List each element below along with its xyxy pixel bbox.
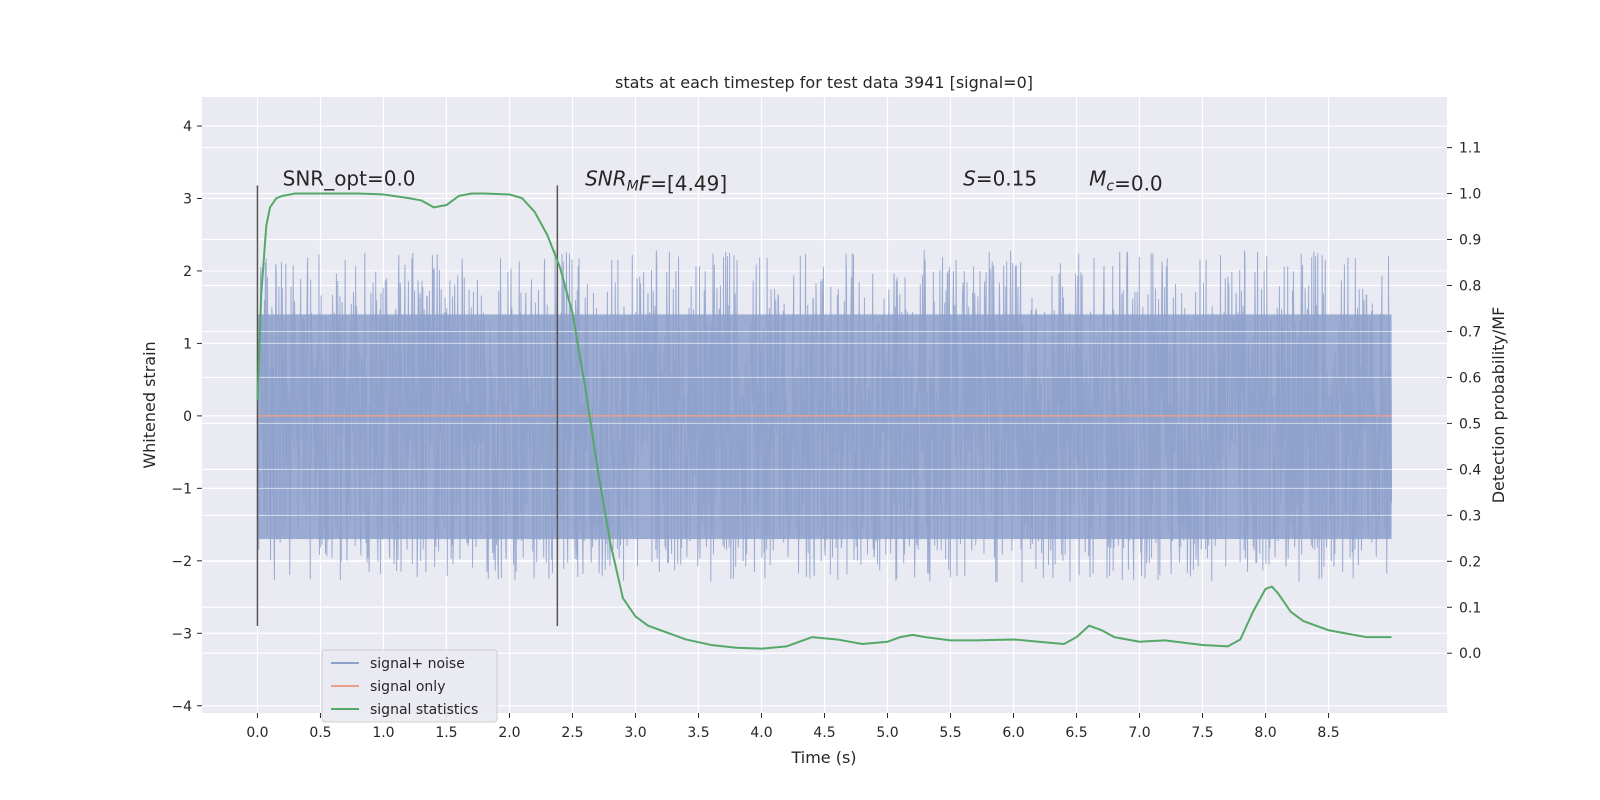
y-tick-label: −3 <box>171 626 192 642</box>
x-tick-label: 8.5 <box>1317 725 1339 741</box>
x-tick-label: 6.5 <box>1065 725 1087 741</box>
chart-title: stats at each timestep for test data 394… <box>615 73 1033 92</box>
y2-tick-label: 0.6 <box>1459 370 1481 386</box>
x-tick-label: 1.0 <box>372 725 394 741</box>
y2-axis-label: Detection probability/MF <box>1489 307 1508 504</box>
annotation-s-value: S=0.15 <box>963 166 1037 190</box>
legend-label-signal-statistics: signal statistics <box>370 702 478 718</box>
legend-label-signal-noise: signal+ noise <box>370 656 465 672</box>
x-tick-label: 2.5 <box>561 725 583 741</box>
x-tick-label: 1.5 <box>435 725 457 741</box>
y2-tick-label: 1.1 <box>1459 141 1481 157</box>
annotations: SNR_opt=0.0 SNRMF=[4.49] S=0.15 Mc=0.0 <box>283 166 1163 195</box>
y-tick-label: −2 <box>171 554 192 570</box>
y-tick-label: 2 <box>183 264 192 280</box>
y2-tick-label: 0.2 <box>1459 554 1481 570</box>
y2-tick-label: 0.7 <box>1459 324 1481 340</box>
x-tick-label: 5.5 <box>939 725 961 741</box>
y-axis-label: Whitened strain <box>140 341 159 468</box>
annotation-mc-value: Mc=0.0 <box>1089 166 1163 195</box>
x-tick-label: 2.0 <box>498 725 520 741</box>
annotation-snr-mf: SNRMF=[4.49] <box>585 166 727 195</box>
x-tick-label: 5.0 <box>876 725 898 741</box>
x-tick-label: 8.0 <box>1254 725 1276 741</box>
x-tick-label: 0.0 <box>246 725 268 741</box>
y2-tick-label: 0.0 <box>1459 646 1481 662</box>
signal-noise-series <box>256 249 1393 583</box>
y-tick-label: 0 <box>183 409 192 425</box>
x-tick-label: 6.0 <box>1002 725 1024 741</box>
x-tick-label: 4.5 <box>813 725 835 741</box>
x-tick-label: 7.5 <box>1191 725 1213 741</box>
y2-tick-label: 0.1 <box>1459 600 1481 616</box>
legend-box <box>321 649 498 723</box>
y-tick-label: −4 <box>171 699 192 715</box>
legend: signal+ noise signal only signal statist… <box>321 649 498 723</box>
y-tick-label: 4 <box>183 119 192 135</box>
y-tick-label: 3 <box>183 191 192 207</box>
x-tick-label: 3.0 <box>624 725 646 741</box>
signal-statistics-line <box>256 192 1392 650</box>
y2-tick-label: 1.0 <box>1459 187 1481 203</box>
y2-tick-label: 0.5 <box>1459 416 1481 432</box>
annotation-snr-opt: SNR_opt=0.0 <box>283 166 416 190</box>
y2-tick-label: 0.4 <box>1459 462 1481 478</box>
signal-noise-core <box>257 314 1392 540</box>
axis-ticks: 0.0 0.5 1.0 1.5 2.0 2.5 3.0 3.5 4.0 4.5 5.0 5.5 6.0 6… <box>171 119 1481 741</box>
y-tick-label: −1 <box>171 481 192 497</box>
x-tick-label: 7.0 <box>1128 725 1150 741</box>
y-tick-label: 1 <box>183 336 192 352</box>
legend-label-signal-only: signal only <box>370 679 445 695</box>
y2-tick-label: 0.3 <box>1459 508 1481 524</box>
signal-statistics-series <box>256 192 1392 650</box>
x-tick-label: 4.0 <box>750 725 772 741</box>
y2-tick-label: 0.9 <box>1459 233 1481 249</box>
x-tick-label: 0.5 <box>309 725 331 741</box>
y2-tick-label: 0.8 <box>1459 278 1481 294</box>
x-axis-label: Time (s) <box>790 748 856 767</box>
x-tick-label: 3.5 <box>687 725 709 741</box>
